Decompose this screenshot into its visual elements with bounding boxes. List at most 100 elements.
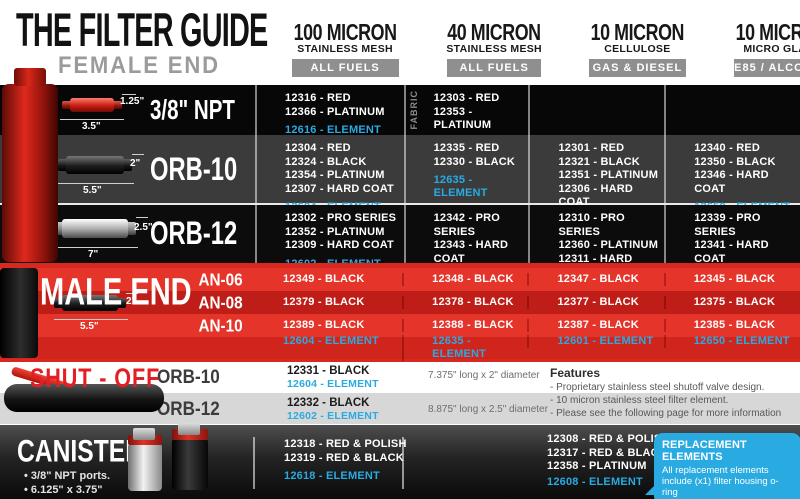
shut-off-title: SHUT - OFF [30,364,161,394]
micron-label: 10 MICRON [735,20,800,46]
micron-label: 100 MICRON [293,20,397,46]
element-number: 12604 - ELEMENT [287,378,379,390]
features-block: Features - Proprietary stainless steel s… [550,366,795,420]
micron-label: 40 MICRON [447,20,541,46]
part-number: 12321 - BLACK [558,155,640,168]
red-filter-bottle-photo [2,68,58,262]
feature-item: - 10 micron stainless steel filter eleme… [550,395,729,406]
part-number: 12350 - BLACK [694,155,776,168]
canister-title: CANISTER [17,434,143,470]
black-inline-filter-icon: 2" 5.5" [56,154,144,196]
cell-orb10-100: 12304 - RED 12324 - BLACK 12354 - PLATINUM… [257,135,404,239]
part-number: 12346 - HARD COAT [694,169,769,195]
female-row-orb10: 2" 5.5" ORB-10 12304 - RED 12324 - BLACK 1… [0,135,800,239]
element-number: 12618 - ELEMENT [284,470,380,482]
male-element-row: 2" 5.5" 12604 - ELEMENT 12635 - ELEMENT … [0,293,800,361]
element-number: 12635 - ELEMENT [432,335,487,360]
element-list: 12616 - ELEMENT [285,124,400,137]
element-number: 12604 - ELEMENT [283,335,379,347]
column-header-10-micron-glass: 10 MICRON MICRO GLASS E85 / ALCOHOL [698,0,800,85]
dim-length: 5.5" [80,321,99,332]
part-number: 12377 - BLACK [557,295,639,308]
row-label-an08: AN-08 [198,292,243,312]
npt-cells: 12316 - RED 12366 - PLATINUM 12616 - ELEM… [257,85,800,163]
row-label-an10: AN-10 [198,315,243,335]
male-an-filter-photo [0,268,38,358]
orb12-label-zone: 2.5" 7" ORB-12 [0,205,257,263]
part-number: 12348 - BLACK [432,272,514,285]
female-end-label: FEMALE END [58,52,220,79]
column-headers: 100 MICRON STAINLESS MESH ALL FUELS 40 M… [255,0,800,85]
element-number: 12635 - ELEMENT [433,174,488,199]
part-number: 12307 - HARD COAT [285,182,394,195]
media-label: STAINLESS MESH [446,43,542,55]
fuel-badge: ALL FUELS [291,59,399,77]
replacement-elements-title: REPLACEMENT ELEMENTS [662,439,747,463]
part-number: 12304 - RED [285,142,351,154]
orb12-cells: 12302 - PRO SERIES 12352 - PLATINUM 12309 … [257,205,800,297]
part-number: 12378 - BLACK [432,295,514,308]
media-label: CELLULOSE [604,43,671,55]
part-number: 12375 - BLACK [693,295,776,308]
part-number: 12330 - BLACK [433,155,516,168]
part-list: 12335 - RED 12330 - BLACK [434,142,525,169]
row-label-shutoff-orb12: ORB-12 [157,399,220,420]
canister-bracket-icon [133,428,155,440]
bullet-item: • 6.125" x 3.75" [24,484,103,496]
part-number: 12317 - RED & BLACK [547,446,667,459]
column-header-100-micron: 100 MICRON STAINLESS MESH ALL FUELS [255,0,411,85]
npt-label-zone: 1.25" 3.5" 3/8" NPT [0,85,257,135]
part-list: 12308 - RED & POLISH 12317 - RED & BLACK 1… [547,433,670,474]
female-row-orb12: 2.5" 7" ORB-12 12302 - PRO SERIES 12352 -… [0,205,800,297]
features-list: - Proprietary stainless steel shutoff va… [550,381,795,420]
row-label-npt: 3/8" NPT [150,94,235,126]
fabric-note: FABRIC [408,90,419,130]
part-number: 12318 - RED & POLISH [284,438,407,450]
cell-orb10-40: 12335 - RED 12330 - BLACK 12635 - ELEMENT [403,135,529,203]
part-list: 12318 - RED & POLISH 12319 - RED & BLACK [284,438,407,465]
male-end-section: MALE END AN-06 12349 - BLACK 12348 - BLA… [0,263,800,362]
element-list: 12618 - ELEMENT [284,470,407,483]
part-number: 12309 - HARD COAT [285,239,394,251]
part-number: 12342 - PRO SERIES [433,212,501,238]
part-number: 12366 - PLATINUM [285,105,385,118]
cell-canister-10c: 12308 - RED & POLISH 12317 - RED & BLACK 1… [547,433,670,489]
media-label: STAINLESS MESH [297,43,393,55]
element-number: 12608 - ELEMENT [547,475,643,488]
element-number: 12616 - ELEMENT [285,124,381,136]
part-list: 12302 - PRO SERIES 12352 - PLATINUM 12309 … [285,212,400,253]
part-number: 12379 - BLACK [283,295,365,308]
part-number: 12302 - PRO SERIES [285,212,397,224]
male-row-an08: AN-08 12379 - BLACK 12378 - BLACK 12377 … [0,291,800,314]
media-label: MICRO GLASS [743,43,800,55]
part-number: 12360 - PLATINUM [558,239,659,251]
dim-height: 1.25" [120,96,145,107]
feature-item: - Proprietary stainless steel shutoff va… [550,382,765,393]
male-end-title: MALE END [40,270,192,313]
part-number: 12387 - BLACK [557,318,639,331]
part-number: 12308 - RED & POLISH [547,433,670,445]
canister-bracket-icon [178,423,200,435]
dim-length: 5.5" [83,185,102,196]
features-title: Features [550,366,601,380]
part-number: 12389 - BLACK [283,318,365,331]
cell-orb12-100: 12302 - PRO SERIES 12352 - PLATINUM 12309 … [257,205,404,270]
shut-off-section: SHUT - OFF ORB-10 ORB-12 12331 - BLACK 1… [0,362,800,425]
dim-length: 3.5" [82,121,101,132]
canister-bullets: • 3/8" NPT ports. • 6.125" x 3.75" [24,469,110,497]
orb10-cells: 12304 - RED 12324 - BLACK 12354 - PLATINUM… [257,135,800,239]
replacement-elements-body: All replacement elements include (x1) fi… [662,465,779,498]
part-number: 12319 - RED & BLACK [284,451,404,464]
cell-orb10-10c: 12301 - RED 12321 - BLACK 12351 - PLATINUM… [528,135,664,227]
micron-label: 10 MICRON [590,20,685,46]
shutoff-valve-photo [4,384,164,412]
part-number: 12345 - BLACK [693,272,776,285]
element-number: 12602 - ELEMENT [287,410,379,422]
part-number: 12351 - PLATINUM [558,169,659,181]
shutoff-orb12-parts: 12332 - BLACK 12602 - ELEMENT [287,397,379,423]
part-number: 12385 - BLACK [693,318,776,331]
male-row-an06: AN-06 12349 - BLACK 12348 - BLACK 12347 … [0,268,800,291]
